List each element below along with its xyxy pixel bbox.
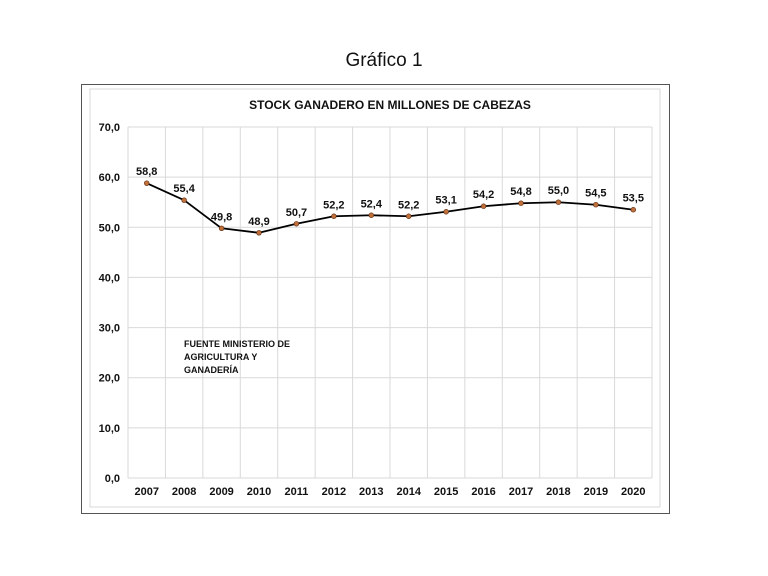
x-tick-label: 2015	[434, 486, 458, 498]
data-point	[555, 199, 562, 205]
data-label: 52,2	[323, 199, 344, 211]
data-point	[368, 212, 374, 218]
data-point	[331, 213, 337, 219]
x-tick-label: 2008	[172, 486, 196, 498]
data-label: 54,5	[585, 188, 606, 200]
data-label: 52,4	[361, 198, 383, 210]
data-point	[406, 213, 412, 219]
data-label: 53,5	[623, 193, 644, 205]
x-tick-label: 2020	[621, 486, 645, 498]
x-tick-label: 2009	[209, 486, 233, 498]
x-tick-label: 2010	[247, 486, 271, 498]
annotation-line: FUENTE MINISTERIO DE	[184, 339, 290, 349]
annotation-line: AGRICULTURA Y	[184, 352, 257, 362]
x-tick-label: 2017	[509, 486, 533, 498]
data-label: 54,2	[473, 189, 494, 201]
series-line-group	[146, 182, 634, 234]
data-label: 53,1	[435, 195, 456, 207]
data-label: 55,0	[548, 185, 569, 197]
data-point	[181, 197, 187, 203]
y-tick-label: 20,0	[99, 373, 120, 385]
y-tick-label: 70,0	[99, 122, 120, 134]
data-label: 55,4	[173, 183, 195, 195]
data-point	[144, 180, 150, 186]
annotation-line: GANADERÍA	[184, 365, 239, 375]
x-tick-label: 2011	[284, 486, 308, 498]
chart-frame: 0,0 10,0 20,0 30,0 40,0 50,0 60,0 70,0 2007 2008…	[81, 84, 670, 514]
data-label: 50,7	[286, 207, 307, 219]
x-tick-label: 2014	[396, 486, 421, 498]
data-label: 54,8	[510, 186, 531, 198]
data-point	[293, 221, 300, 227]
data-point	[256, 230, 262, 236]
x-tick-label: 2016	[471, 486, 495, 498]
x-tick-label: 2012	[322, 486, 346, 498]
data-label: 49,8	[211, 211, 232, 223]
x-tick-label: 2013	[359, 486, 383, 498]
data-point	[593, 202, 599, 208]
y-tick-label: 40,0	[99, 272, 120, 284]
y-tick-label: 60,0	[99, 172, 120, 184]
line-chart: 0,0 10,0 20,0 30,0 40,0 50,0 60,0 70,0 2007 2008…	[89, 88, 661, 508]
y-tick-label: 50,0	[99, 222, 120, 234]
data-point	[443, 209, 449, 215]
y-axis-ticks: 0,0 10,0 20,0 30,0 40,0 50,0 60,0 70,0	[99, 122, 120, 485]
series-line	[146, 182, 634, 234]
x-tick-label: 2007	[134, 486, 158, 498]
data-label: 52,2	[398, 199, 419, 211]
x-axis-ticks: 2007 2008 2009 2010 2011 2012 2013 2014 2015 2016…	[134, 486, 645, 498]
chart-title: STOCK GANADERO EN MILLONES DE CABEZAS	[249, 98, 531, 112]
y-tick-label: 0,0	[105, 473, 120, 485]
data-point	[630, 207, 636, 213]
data-point	[218, 225, 225, 231]
x-tick-label: 2018	[546, 486, 570, 498]
source-annotation: FUENTE MINISTERIO DE AGRICULTURA Y GANADER…	[184, 339, 290, 375]
series-markers	[144, 180, 636, 236]
gridlines	[127, 126, 653, 479]
chart-inner-border	[89, 88, 661, 508]
data-label: 58,8	[136, 166, 157, 178]
data-point	[480, 203, 487, 209]
data-label: 48,9	[248, 216, 269, 228]
data-labels: 58,8 55,4 49,8 48,9 50,7 52,2 52,4 52,2 53,1 54,2…	[136, 166, 644, 228]
y-tick-label: 10,0	[99, 423, 120, 435]
y-tick-label: 30,0	[99, 323, 120, 335]
x-tick-label: 2019	[584, 486, 608, 498]
data-point	[518, 200, 524, 206]
figure-caption: Gráfico 1	[345, 50, 423, 71]
